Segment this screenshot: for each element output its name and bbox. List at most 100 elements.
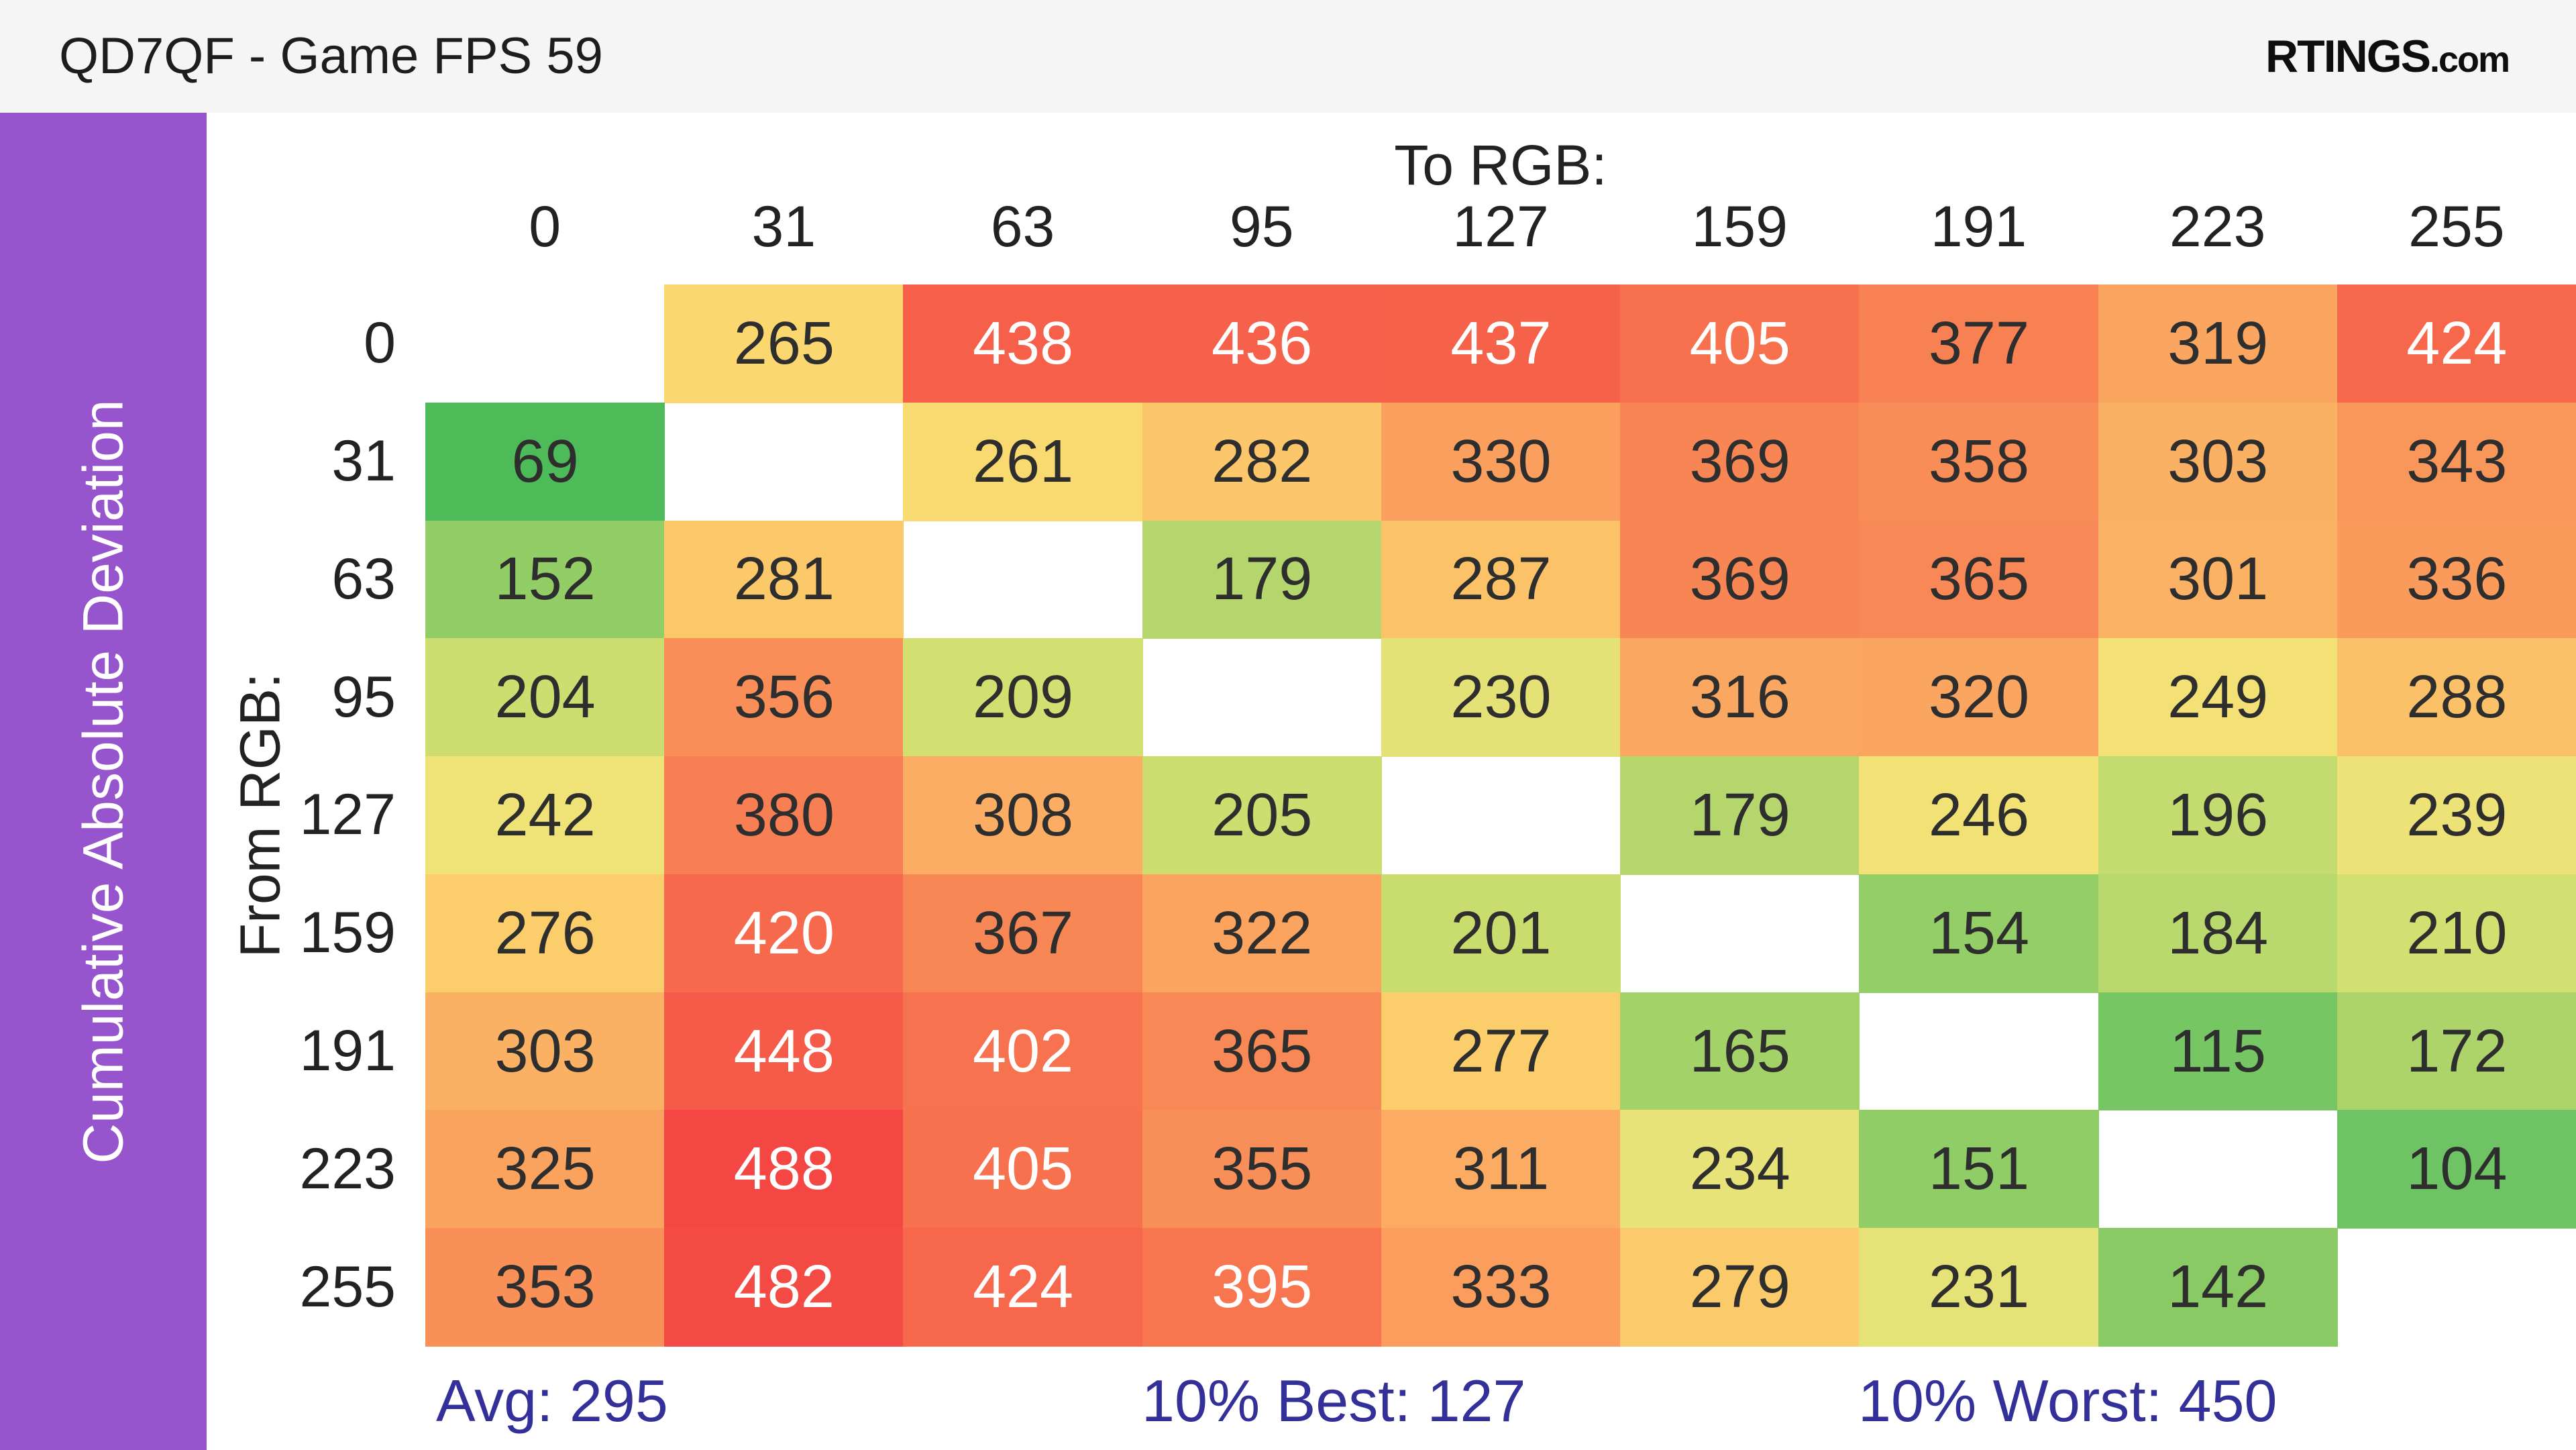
heatmap-cell: 201 <box>1381 874 1621 993</box>
heatmap-cell: 230 <box>1381 638 1621 758</box>
heatmap-cell: 325 <box>425 1110 665 1229</box>
heatmap-cell: 369 <box>1620 402 1860 521</box>
heatmap-cell: 277 <box>1381 992 1621 1111</box>
heatmap-cell: 115 <box>2098 992 2338 1111</box>
row-label: 95 <box>331 664 396 729</box>
heatmap-cell: 438 <box>903 284 1143 403</box>
heatmap-cell: 209 <box>903 638 1143 758</box>
heatmap-cell: 242 <box>425 756 665 875</box>
heatmap-cell: 151 <box>1859 1110 2099 1229</box>
test-name-sidebar: Cumulative Absolute Deviation <box>0 113 207 1450</box>
x-axis-label: To RGB: <box>1394 134 1607 197</box>
heatmap-cell: 311 <box>1381 1110 1621 1229</box>
heatmap-cell: 436 <box>1142 284 1382 403</box>
header-bar: QD7QF - Game FPS 59 RTINGS.com <box>0 0 2576 113</box>
heatmap-cell: 239 <box>2337 756 2576 875</box>
column-header: 191 <box>1930 195 2027 259</box>
column-header: 159 <box>1691 195 1788 259</box>
heatmap-cell: 184 <box>2098 874 2338 993</box>
heatmap-cell: 424 <box>2337 284 2576 403</box>
heatmap-cell: 104 <box>2337 1110 2576 1229</box>
heatmap-cell: 395 <box>1142 1228 1382 1347</box>
row-label: 63 <box>331 546 396 611</box>
row-label: 191 <box>299 1019 396 1084</box>
heatmap-cell: 365 <box>1142 992 1382 1111</box>
heatmap-cell: 365 <box>1859 520 2099 639</box>
heatmap-cell: 69 <box>425 402 665 521</box>
heatmap-cell: 165 <box>1620 992 1860 1111</box>
heatmap-cell: 482 <box>664 1228 904 1347</box>
heatmap-cell: 405 <box>1620 284 1860 403</box>
rtings-logo-main: RTINGS <box>2265 31 2431 82</box>
heatmap-cell: 276 <box>425 874 665 993</box>
heatmap-cell: 330 <box>1381 402 1621 521</box>
heatmap-cell: 234 <box>1620 1110 1860 1229</box>
row-label: 0 <box>364 311 396 376</box>
heatmap-cell: 316 <box>1620 638 1860 758</box>
heatmap-cell: 377 <box>1859 284 2099 403</box>
heatmap-cell: 322 <box>1142 874 1382 993</box>
heatmap-cell: 179 <box>1142 520 1382 639</box>
heatmap-cell: 405 <box>903 1110 1143 1229</box>
heatmap-cell: 319 <box>2098 284 2338 403</box>
heatmap-cell: 287 <box>1381 520 1621 639</box>
heatmap-cell: 303 <box>2098 402 2338 521</box>
heatmap-cell: 282 <box>1142 402 1382 521</box>
column-header: 255 <box>2408 195 2505 259</box>
heatmap-cell: 380 <box>664 756 904 875</box>
page-title: QD7QF - Game FPS 59 <box>59 28 603 85</box>
heatmap-cell: 301 <box>2098 520 2338 639</box>
heatmap-cell: 343 <box>2337 402 2576 521</box>
heatmap-cell: 152 <box>425 520 665 639</box>
column-header: 95 <box>1229 195 1294 259</box>
heatmap-cell: 279 <box>1620 1228 1860 1347</box>
column-header: 31 <box>751 195 816 259</box>
heatmap-cell: 210 <box>2337 874 2576 993</box>
rtings-logo-suffix: .com <box>2429 40 2510 80</box>
column-header: 127 <box>1452 195 1549 259</box>
heatmap-cell: 281 <box>664 520 904 639</box>
heatmap-cell: 179 <box>1620 756 1860 875</box>
heatmap-cell: 448 <box>664 992 904 1111</box>
heatmap-cell: 333 <box>1381 1228 1621 1347</box>
heatmap-cell: 308 <box>903 756 1143 875</box>
heatmap-cell: 246 <box>1859 756 2099 875</box>
stat-avg: Avg: 295 <box>436 1367 668 1434</box>
heatmap-cell: 142 <box>2098 1228 2338 1347</box>
heatmap-cell: 488 <box>664 1110 904 1229</box>
heatmap-cell: 204 <box>425 638 665 758</box>
heatmap-cell: 172 <box>2337 992 2576 1111</box>
heatmap-cell: 424 <box>903 1228 1143 1347</box>
heatmap-cell: 356 <box>664 638 904 758</box>
heatmap-cell: 353 <box>425 1228 665 1347</box>
sidebar-label: Cumulative Absolute Deviation <box>71 399 135 1164</box>
heatmap-cell: 288 <box>2337 638 2576 758</box>
heatmap-cell: 369 <box>1620 520 1860 639</box>
heatmap-cell: 154 <box>1859 874 2099 993</box>
row-label: 159 <box>299 900 396 966</box>
stat-best: 10% Best: 127 <box>1142 1367 1526 1434</box>
row-label: 255 <box>299 1254 396 1319</box>
heatmap-cell: 265 <box>664 284 904 403</box>
heatmap-cell: 320 <box>1859 638 2099 758</box>
heatmap-cell: 336 <box>2337 520 2576 639</box>
row-label: 223 <box>299 1136 396 1201</box>
row-label: 127 <box>299 782 396 847</box>
heatmap-cell: 402 <box>903 992 1143 1111</box>
heatmap-cell: 303 <box>425 992 665 1111</box>
heatmap-cell: 420 <box>664 874 904 993</box>
stat-worst: 10% Worst: 450 <box>1858 1367 2277 1434</box>
row-label: 31 <box>331 429 396 494</box>
heatmap-cell: 205 <box>1142 756 1382 875</box>
heatmap-cell: 437 <box>1381 284 1621 403</box>
heatmap-cell: 231 <box>1859 1228 2099 1347</box>
heatmap-cell: 358 <box>1859 402 2099 521</box>
column-header: 0 <box>529 195 561 259</box>
heatmap-cell: 367 <box>903 874 1143 993</box>
column-header: 63 <box>990 195 1055 259</box>
heatmap-cell: 249 <box>2098 638 2338 758</box>
rtings-logo: RTINGS.com <box>2265 0 2510 113</box>
column-header: 223 <box>2169 195 2266 259</box>
heatmap-cell: 261 <box>903 402 1143 521</box>
